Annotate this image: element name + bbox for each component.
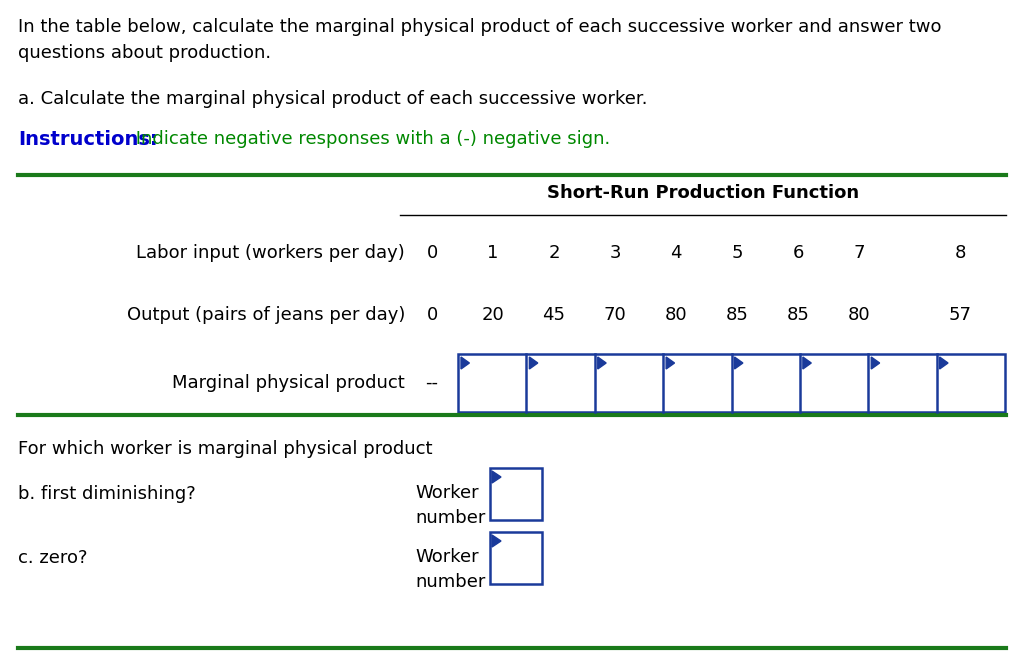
Text: Marginal physical product: Marginal physical product [172,374,406,392]
Text: Labor input (workers per day): Labor input (workers per day) [136,244,406,262]
Text: 3: 3 [609,244,621,262]
Text: 4: 4 [671,244,682,262]
Text: 1: 1 [487,244,499,262]
Text: 7: 7 [853,244,864,262]
Text: c. zero?: c. zero? [18,549,87,567]
Polygon shape [529,357,538,369]
Text: 0: 0 [426,244,437,262]
Text: 45: 45 [543,306,565,324]
Text: 57: 57 [948,306,972,324]
Text: 5: 5 [731,244,742,262]
Text: 85: 85 [726,306,749,324]
Text: 8: 8 [954,244,966,262]
Text: Short-Run Production Function: Short-Run Production Function [547,184,859,202]
Text: 70: 70 [603,306,627,324]
Text: a. Calculate the marginal physical product of each successive worker.: a. Calculate the marginal physical produ… [18,90,647,108]
Text: Indicate negative responses with a (-) negative sign.: Indicate negative responses with a (-) n… [130,130,610,148]
Polygon shape [667,357,675,369]
Polygon shape [461,357,469,369]
Polygon shape [871,357,880,369]
Polygon shape [803,357,811,369]
Text: 80: 80 [848,306,870,324]
Text: 80: 80 [665,306,687,324]
Text: --: -- [426,374,438,392]
Polygon shape [940,357,948,369]
Text: For which worker is marginal physical product: For which worker is marginal physical pr… [18,440,432,458]
Text: 6: 6 [793,244,804,262]
Text: 2: 2 [548,244,560,262]
Bar [490,468,542,520]
Text: Worker
number: Worker number [415,484,485,527]
Text: In the table below, calculate the marginal physical product of each successive w: In the table below, calculate the margin… [18,18,941,62]
Bar [458,354,1005,412]
Text: 85: 85 [786,306,809,324]
Text: b. first diminishing?: b. first diminishing? [18,485,196,503]
Text: 0: 0 [426,306,437,324]
Text: 20: 20 [481,306,505,324]
Text: Worker
number: Worker number [415,548,485,591]
Polygon shape [492,535,501,547]
Polygon shape [492,471,501,483]
Text: Output (pairs of jeans per day): Output (pairs of jeans per day) [127,306,406,324]
Polygon shape [598,357,606,369]
Bar [490,532,542,584]
Polygon shape [734,357,742,369]
Text: Instructions:: Instructions: [18,130,158,149]
